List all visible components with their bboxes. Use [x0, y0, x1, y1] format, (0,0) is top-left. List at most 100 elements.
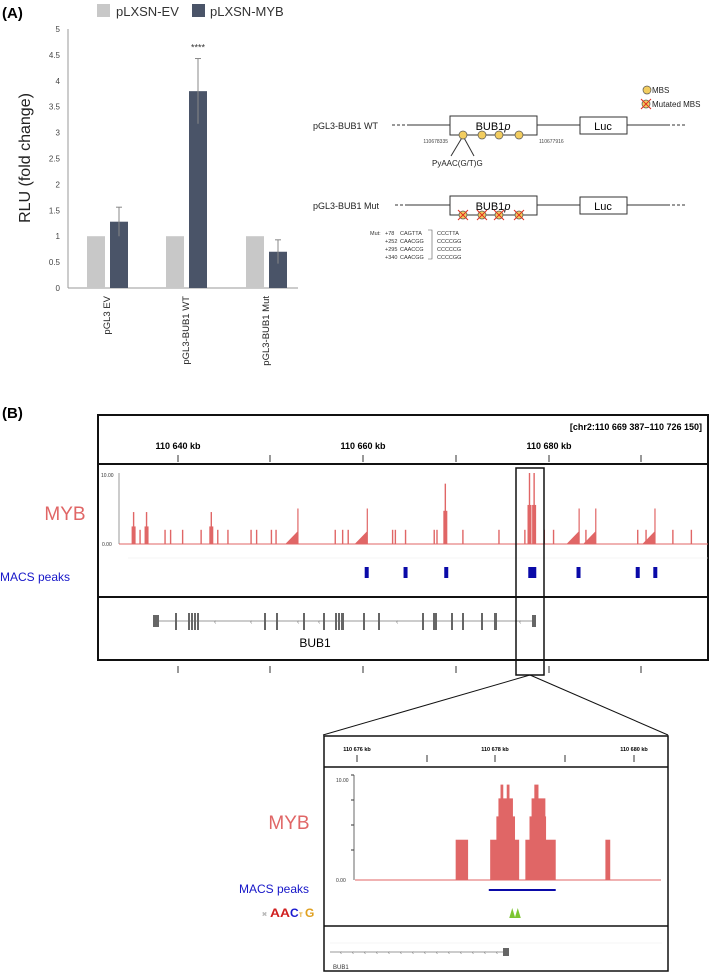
start-coordinate: 110678335 [423, 139, 448, 145]
strand-arrow: ‹ [460, 951, 462, 957]
legend-mbs-label: MBS [652, 86, 669, 95]
legend-label-myb: pLXSN-MYB [210, 4, 284, 19]
gene-exon [303, 613, 305, 630]
signal-peak [404, 529, 407, 544]
y-tick-label: 3.5 [49, 103, 61, 112]
signal-peak-body [209, 526, 214, 544]
signal-peak [334, 529, 336, 544]
x-tick-label: pGL3 EV [102, 295, 113, 334]
signal-peak [139, 529, 141, 544]
signal-peak [227, 529, 229, 544]
signal-peak-body [532, 504, 537, 544]
strand-arrow: ‹ [297, 619, 300, 626]
construct-diagram: pGL3-BUB1 WT pGL3-BUB1 Mut BUB1p BUB1p L… [313, 85, 700, 261]
macs-peak [576, 567, 581, 578]
mutated-mbs-site-icon-cross [513, 209, 525, 221]
mbs-site-icon [494, 130, 504, 140]
gene-exon [194, 613, 196, 630]
strand-arrow: ‹ [496, 951, 498, 957]
gene-exon [481, 613, 483, 630]
zoom-signal-segment [500, 784, 504, 880]
strand-arrow: ‹ [376, 951, 378, 957]
signal-peak-body [527, 504, 532, 544]
signal-peak [645, 529, 647, 544]
y-axis-label: RLU (fold change) [17, 93, 34, 223]
macs-peak [403, 567, 408, 578]
signal-peak [250, 529, 252, 544]
wt-promoter-label: BUB1 [476, 121, 505, 133]
motif-logo: ⌘ AA C T G [262, 906, 314, 920]
signal-peak [462, 529, 464, 544]
strand-arrow: ‹ [484, 951, 486, 957]
y-tick-label: 2 [56, 180, 61, 189]
wt-promoter-suffix: p [503, 121, 510, 133]
gene-exon [494, 613, 497, 630]
zoom-gene-exon [503, 948, 509, 956]
signal-peak [275, 529, 277, 544]
gene-exon [276, 613, 278, 630]
strand-arrow: ‹ [318, 619, 321, 626]
mutation-mut-sequence: CCCCCG [437, 247, 461, 253]
strand-arrow: ‹ [400, 951, 402, 957]
myb-track-label: MYB [44, 504, 85, 525]
strand-arrow: ‹ [519, 619, 522, 626]
strand-arrow: ‹ [436, 951, 438, 957]
signal-peak [436, 529, 438, 544]
signal-peak [341, 529, 344, 544]
mutation-wt-sequence: CAACGG [400, 255, 424, 261]
strand-arrow: ‹ [364, 951, 366, 957]
signal-peak-body [144, 526, 149, 544]
mutation-mut-sequence: CCCCGG [437, 239, 461, 245]
signal-peak [690, 529, 693, 544]
scale-max: 10.00 [101, 473, 114, 479]
signal-peak [347, 529, 349, 544]
gene-exon [338, 613, 340, 630]
mut-promoter-label: BUB1 [476, 201, 505, 213]
bar-chart: 0 0.5 1 1.5 2 2.5 3 3.5 4 4.5 5 pGL3 EV pGL3-BUB1 WT… [49, 25, 298, 366]
y-tick-label: 0.5 [49, 258, 61, 267]
gene-exon [532, 615, 536, 627]
mut-promoter-suffix: p [503, 201, 510, 213]
zoom-ruler-label: 110 676 kb [343, 747, 371, 753]
strand-arrow: ‹ [352, 951, 354, 957]
gene-exon [335, 613, 337, 630]
zoom-gene-label: BUB1 [333, 965, 349, 971]
y-tick-label: 3 [56, 129, 61, 138]
motif-site-triangle [514, 908, 521, 918]
panel-b-label: (B) [2, 405, 23, 422]
mutation-position: +340 [385, 255, 397, 261]
signal-peak [255, 529, 258, 544]
svg-text:BUB1p: BUB1p [476, 201, 511, 213]
y-tick-label: 5 [56, 25, 61, 34]
mutated-mbs-site-icon-cross [476, 209, 488, 221]
gene-exon [433, 613, 437, 630]
signal-peak [524, 529, 526, 544]
gene-exon [341, 613, 344, 630]
zoom-signal-segment [605, 839, 611, 880]
mutation-wt-sequence: CAACGG [400, 239, 424, 245]
mutated-mbs-icon [640, 98, 652, 110]
signal-peak [354, 508, 368, 544]
signal-peak [164, 529, 166, 544]
strand-arrow: ‹ [340, 951, 342, 957]
zoom-scale-min: 0.00 [336, 878, 346, 884]
ruler-label: 110 640 kb [155, 441, 201, 451]
y-tick-label: 2.5 [49, 155, 61, 164]
svg-text:C: C [290, 906, 299, 920]
macs-track-label: MACS peaks [0, 570, 70, 584]
macs-peak [528, 567, 537, 578]
macs-peak [444, 567, 449, 578]
macs-peak [635, 567, 640, 578]
mutation-table-prefix: Mut: [370, 231, 381, 237]
significance-label: **** [191, 43, 206, 53]
zoom-signal-segment [534, 784, 539, 880]
ruler-label: 110 660 kb [340, 441, 386, 451]
y-tick-label: 1 [56, 232, 61, 241]
signal-peak [642, 508, 656, 544]
scale-min: 0.00 [102, 542, 112, 548]
zoom-macs-track-label: MACS peaks [239, 882, 309, 896]
x-tick-label: pGL3-BUB1 WT [181, 296, 192, 365]
svg-text:G: G [305, 906, 314, 920]
mutation-position: +295 [385, 247, 397, 253]
legend-label-ev: pLXSN-EV [116, 4, 179, 19]
